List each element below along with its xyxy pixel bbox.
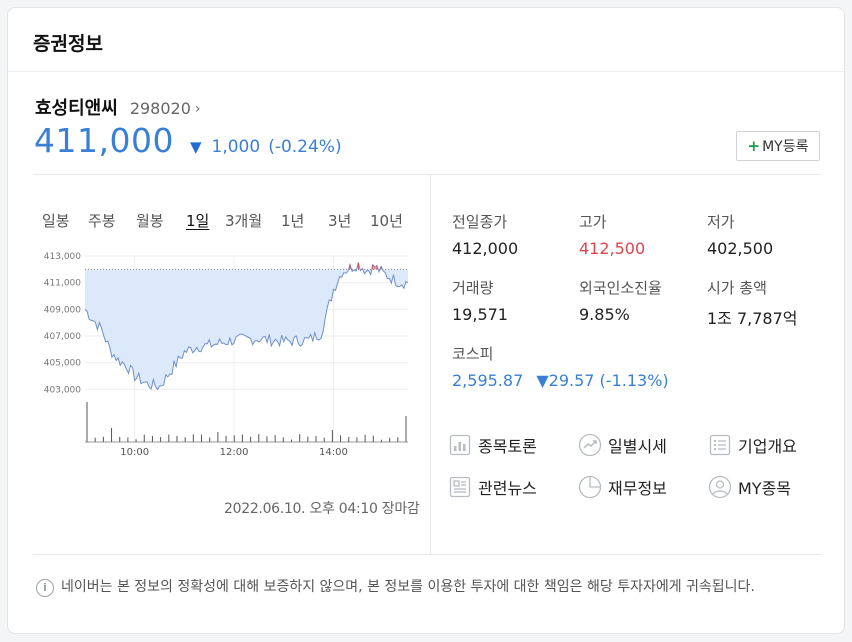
y-tick-label: 407,000 (44, 332, 81, 342)
company-overview-label: 기업개요 (738, 437, 797, 456)
x-tick-label: 14:00 (319, 447, 348, 458)
low-value: 402,500 (707, 239, 774, 258)
foreign-ratio-label: 외국인소진율 (579, 279, 662, 297)
card-title: 증권정보 (33, 33, 103, 55)
my-stocks-label: MY종목 (738, 479, 792, 498)
tab-1day[interactable]: 1일 (186, 212, 210, 230)
list-icon (708, 433, 732, 457)
news-label: 관련뉴스 (478, 479, 537, 498)
newspaper-icon (448, 475, 472, 499)
info-market-cap: 시가 총액 1조 7,787억 (707, 277, 798, 329)
tab-1year[interactable]: 1년 (281, 212, 305, 230)
info-prev-close: 전일종가 412,000 (452, 211, 518, 258)
info-low: 저가 402,500 (707, 211, 773, 258)
daily-price-label: 일별시세 (608, 437, 667, 456)
discussion-label: 종목토론 (478, 437, 537, 456)
volume-value: 19,571 (452, 305, 508, 324)
chevron-right-icon: › (194, 100, 201, 117)
divider (33, 174, 821, 175)
financial-info-link[interactable]: 재무정보 (578, 475, 667, 499)
current-price: 411,000 (34, 121, 174, 160)
volume-label: 거래량 (452, 279, 494, 297)
foreign-ratio-value: 9.85% (579, 305, 630, 324)
plus-icon: + (747, 137, 761, 155)
stock-code-link[interactable]: 298020 › (130, 99, 201, 118)
my-stocks-link[interactable]: MY종목 (708, 475, 791, 499)
x-tick-label: 12:00 (220, 447, 249, 458)
prev-close-value: 412,000 (452, 239, 519, 258)
divider (33, 554, 821, 555)
market-cap-value: 1조 7,787억 (707, 309, 798, 328)
price-change: 1,000 (211, 137, 261, 157)
y-tick-label: 405,000 (44, 359, 81, 369)
kospi-change-percent: (-1.13%) (599, 371, 669, 390)
y-tick-label: 413,000 (44, 252, 81, 262)
stock-name-row: 효성티앤씨 298020 › (35, 94, 201, 120)
down-arrow-icon: ▼ (189, 138, 202, 156)
low-label: 저가 (707, 213, 735, 231)
high-value: 412,500 (579, 239, 646, 258)
kospi-value: 2,595.87 (452, 371, 524, 390)
card-header: 증권정보 (8, 8, 844, 72)
chart-line (84, 262, 409, 391)
price-row: 411,000 ▼ 1,000 (-0.24%) (34, 121, 342, 160)
user-icon (708, 475, 732, 499)
discussion-link[interactable]: 종목토론 (448, 433, 537, 457)
disclaimer: i 네이버는 본 정보의 정확성에 대해 보증하지 않으며, 본 정보를 이용한… (36, 576, 826, 598)
tab-10year[interactable]: 10년 (370, 212, 403, 230)
news-link[interactable]: 관련뉴스 (448, 475, 537, 499)
financial-info-label: 재무정보 (608, 479, 667, 498)
tab-daily-candle[interactable]: 일봉 (42, 212, 70, 230)
market-cap-label: 시가 총액 (707, 279, 767, 297)
kospi-change: ▼29.57 (536, 371, 595, 390)
chart-timestamp: 2022.06.10. 오후 04:10 장마감 (224, 501, 420, 517)
pie-chart-icon (578, 475, 602, 499)
y-tick-label: 409,000 (44, 305, 81, 315)
tab-monthly-candle[interactable]: 월봉 (136, 212, 164, 230)
kospi-row: 2,595.87 ▼29.57 (-1.13%) (452, 371, 669, 390)
x-tick-label: 10:00 (120, 447, 149, 458)
kospi-label[interactable]: 코스피 (452, 345, 494, 363)
disclaimer-text: 네이버는 본 정보의 정확성에 대해 보증하지 않으며, 본 정보를 이용한 투… (61, 579, 755, 595)
tab-weekly-candle[interactable]: 주봉 (88, 212, 116, 230)
price-change-percent: (-0.24%) (268, 137, 342, 157)
prev-close-label: 전일종가 (452, 213, 508, 231)
company-overview-link[interactable]: 기업개요 (708, 433, 797, 457)
stock-code: 298020 (129, 99, 191, 118)
tab-3year[interactable]: 3년 (328, 212, 352, 230)
daily-price-link[interactable]: 일별시세 (578, 433, 667, 457)
stock-info-card: 증권정보 효성티앤씨 298020 › 411,000 ▼ 1,000 (-0.… (7, 7, 845, 634)
y-tick-label: 403,000 (44, 385, 81, 395)
my-register-label: MY등록 (762, 139, 809, 155)
stock-name[interactable]: 효성티앤씨 (35, 98, 118, 119)
info-volume: 거래량 19,571 (452, 277, 508, 324)
info-kospi: 코스피 2,595.87 ▼29.57 (-1.13%) (452, 343, 669, 390)
bar-chart-icon (448, 433, 472, 457)
y-tick-label: 411,000 (44, 279, 81, 289)
my-register-button[interactable]: + MY등록 (736, 131, 820, 161)
trend-circle-icon (578, 433, 602, 457)
info-high: 고가 412,500 (579, 211, 645, 258)
tab-3month[interactable]: 3개월 (225, 212, 263, 230)
info-icon: i (36, 579, 54, 597)
divider-vertical (430, 174, 431, 554)
price-chart[interactable]: 413,000 411,000 409,000 407,000 405,000 403,0… (35, 246, 415, 466)
high-label: 고가 (579, 213, 607, 231)
info-foreign-ratio: 외국인소진율 9.85% (579, 277, 662, 324)
chart-area (85, 262, 408, 390)
